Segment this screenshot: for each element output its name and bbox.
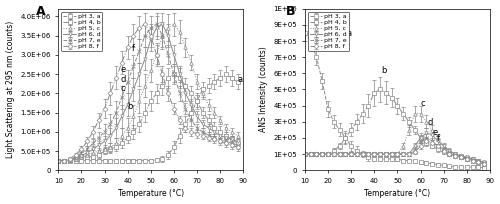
- Text: B: B: [286, 6, 296, 19]
- Legend: pH 3, a, pH 4, b, pH 5, c, pH 6, d, pH 7, e, pH 8, f: pH 3, a, pH 4, b, pH 5, c, pH 6, d, pH 7…: [62, 12, 102, 51]
- Text: f: f: [132, 44, 136, 53]
- Y-axis label: ANS Intensity (counts): ANS Intensity (counts): [259, 47, 268, 132]
- Text: d: d: [428, 118, 433, 127]
- Text: e: e: [120, 65, 126, 74]
- Y-axis label: Light Scattering at 295 nm (counts): Light Scattering at 295 nm (counts): [6, 21, 15, 158]
- Legend: pH 3, a, pH 4, b, pH 5, c, pH 6, d, pH 7, e, pH 8, f: pH 3, a, pH 4, b, pH 5, c, pH 6, d, pH 7…: [308, 12, 349, 51]
- Text: f: f: [436, 134, 440, 143]
- Text: d: d: [120, 75, 126, 84]
- X-axis label: Temperature (°C): Temperature (°C): [364, 190, 430, 198]
- Text: e: e: [432, 128, 438, 137]
- Text: c: c: [420, 99, 425, 108]
- Text: A: A: [36, 6, 46, 19]
- Text: b: b: [128, 102, 133, 111]
- X-axis label: Temperature (°C): Temperature (°C): [118, 190, 184, 198]
- Text: a: a: [238, 75, 242, 84]
- Text: c: c: [120, 84, 126, 93]
- Text: b: b: [381, 66, 386, 75]
- Text: a: a: [346, 29, 352, 38]
